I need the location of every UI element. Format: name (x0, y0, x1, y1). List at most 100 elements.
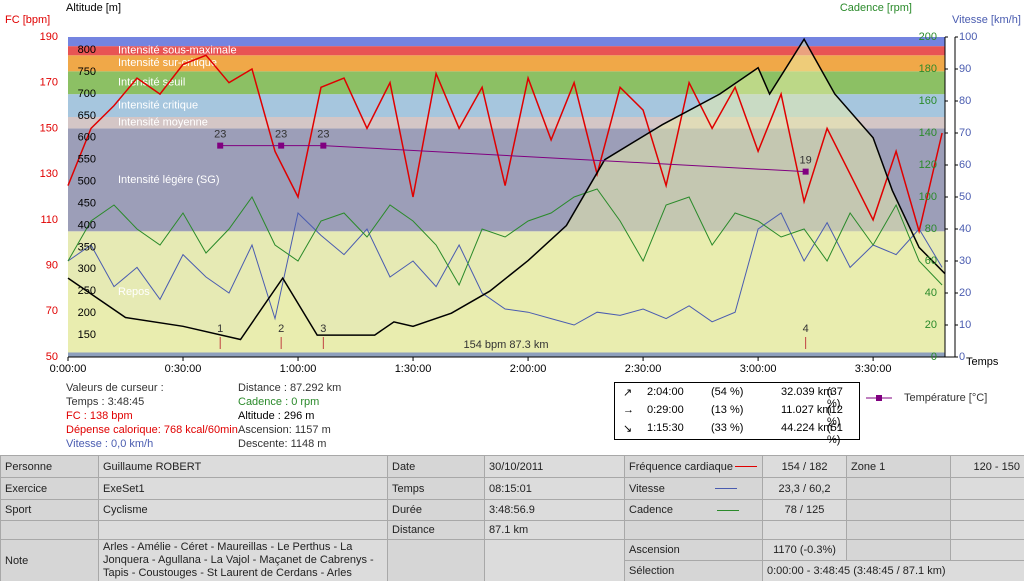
altitude-area (68, 39, 945, 357)
value: 87.1 km (484, 520, 625, 540)
alt-tick-label: 600 (78, 132, 96, 144)
cad-tick-label: 100 (919, 191, 937, 203)
alt-tick-label: 250 (78, 285, 96, 297)
value: Arles - Amélie - Céret - Maureillas - Le… (98, 539, 388, 581)
value: 120 - 150 (950, 455, 1024, 478)
label: Note (0, 539, 99, 581)
series-line (67, 54, 943, 235)
zone-label: Intensité seuil (118, 77, 185, 89)
fc-tick-label: 190 (40, 31, 58, 43)
value: ExeSet1 (98, 477, 388, 500)
cad-tick-label: 80 (925, 223, 937, 235)
temperature-marker (278, 142, 285, 149)
speed-tick-label: 10 (959, 319, 971, 331)
speed-tick-label: 50 (959, 191, 971, 203)
cad-tick-label: 0 (931, 351, 937, 363)
temperature-marker (802, 168, 809, 175)
cursor-line: FC : 138 bpm (66, 410, 133, 422)
value: 154 / 182 (762, 455, 847, 478)
cursor-line: Ascension: 1157 m (238, 424, 331, 436)
label: Temps (387, 477, 485, 500)
alt-tick-label: 350 (78, 241, 96, 253)
lap-label: 1 (217, 323, 223, 335)
speed-tick-label: 60 (959, 159, 971, 171)
temperature-label: 23 (214, 129, 226, 141)
stat: (54 %) (711, 386, 744, 398)
cad-tick-label: 160 (919, 95, 937, 107)
hr-zone (68, 37, 945, 47)
temperature-marker (320, 142, 327, 149)
hr-zone (68, 117, 945, 129)
alt-tick-label: 700 (78, 88, 96, 100)
fc-tick-label: 110 (40, 214, 58, 226)
stats-row: ↗ 2:04:00 (54 %) 32.039 km (37 %) (615, 384, 859, 410)
legend-label: Température [°C] (904, 392, 987, 404)
speed-tick-label: 20 (959, 287, 971, 299)
label: Zone 1 (846, 455, 951, 478)
cad-axis-label: Cadence [rpm] (840, 2, 912, 14)
alt-tick-label: 200 (78, 307, 96, 319)
stat: (13 %) (711, 404, 744, 416)
cad-tick-label: 20 (925, 319, 937, 331)
x-tick-label: 2:00:00 (510, 363, 547, 375)
x-axis-label: Temps (966, 356, 999, 368)
speed-tick-label: 90 (959, 63, 971, 75)
cursor-line: Dépense calorique: 768 kcal/60min (66, 424, 238, 436)
stat: 32.039 km (781, 386, 833, 398)
label-text: Cadence (629, 504, 674, 516)
label: Sport (0, 499, 99, 521)
zone-label: Repos (118, 286, 150, 298)
temperature-line (220, 145, 806, 173)
label-text: Vitesse (629, 482, 665, 495)
zone-label: Intensité légère (SG) (118, 174, 220, 186)
fc-tick-label: 130 (40, 168, 58, 180)
alt-tick-label: 750 (78, 66, 96, 78)
alt-tick-label: 500 (78, 176, 96, 188)
fc-tick-label: 50 (46, 351, 58, 363)
x-tick-label: 0:00:00 (50, 363, 87, 375)
cad-tick-label: 60 (925, 255, 937, 267)
label: Fréquence cardiaque (624, 455, 763, 478)
value: Guillaume ROBERT (98, 455, 388, 478)
cursor-line: Cadence : 0 rpm (238, 396, 320, 408)
zone-label: Intensité moyenne (118, 117, 208, 129)
value: 1170 (-0.3%) (762, 539, 847, 561)
speed-tick-label: 80 (959, 95, 971, 107)
cursor-line: Altitude : 296 m (238, 410, 315, 422)
x-tick-label: 3:30:00 (855, 363, 892, 375)
alt-tick-label: 150 (78, 329, 96, 341)
series-line (67, 188, 943, 287)
label: Distance (387, 520, 485, 540)
temperature-label: 19 (800, 155, 812, 167)
temperature-marker (217, 142, 224, 149)
stat: 2:04:00 (647, 386, 684, 398)
label: Vitesse (624, 477, 763, 500)
speed-tick-label: 70 (959, 127, 971, 139)
label: Personne (0, 455, 99, 478)
stat: (12 %) (827, 404, 843, 428)
cursor-line: Vitesse : 0,0 km/h (66, 438, 154, 450)
lap-label: 2 (278, 323, 284, 335)
label: Cadence (624, 499, 763, 521)
stat: 44.224 km (781, 422, 833, 434)
altitude-line (67, 37, 946, 341)
stat: 0:29:00 (647, 404, 684, 416)
series-line (67, 212, 943, 326)
annotation: 154 bpm 87.3 km (464, 339, 549, 351)
stats-row: ↘ 1:15:30 (33 %) 44.224 km (51 %) (615, 420, 859, 446)
alt-tick-label: 300 (78, 263, 96, 275)
value: Cyclisme (98, 499, 388, 521)
zone-label: Intensité critique (118, 99, 198, 111)
alt-tick-label: 450 (78, 197, 96, 209)
cad-tick-label: 120 (919, 159, 937, 171)
alt-tick-label: 650 (78, 110, 96, 122)
speed-axis-label: Vitesse [km/h] (952, 14, 1021, 26)
cursor-col2: Distance : 87.292 km Cadence : 0 rpm Alt… (238, 381, 341, 451)
value: 30/10/2011 (484, 455, 625, 478)
zone-label: Intensité sur-critique (118, 57, 217, 69)
stat: 1:15:30 (647, 422, 684, 434)
cursor-line: Valeurs de curseur : (66, 382, 164, 394)
fc-axis-label: FC [bpm] (5, 14, 50, 26)
x-tick-label: 0:30:00 (165, 363, 202, 375)
